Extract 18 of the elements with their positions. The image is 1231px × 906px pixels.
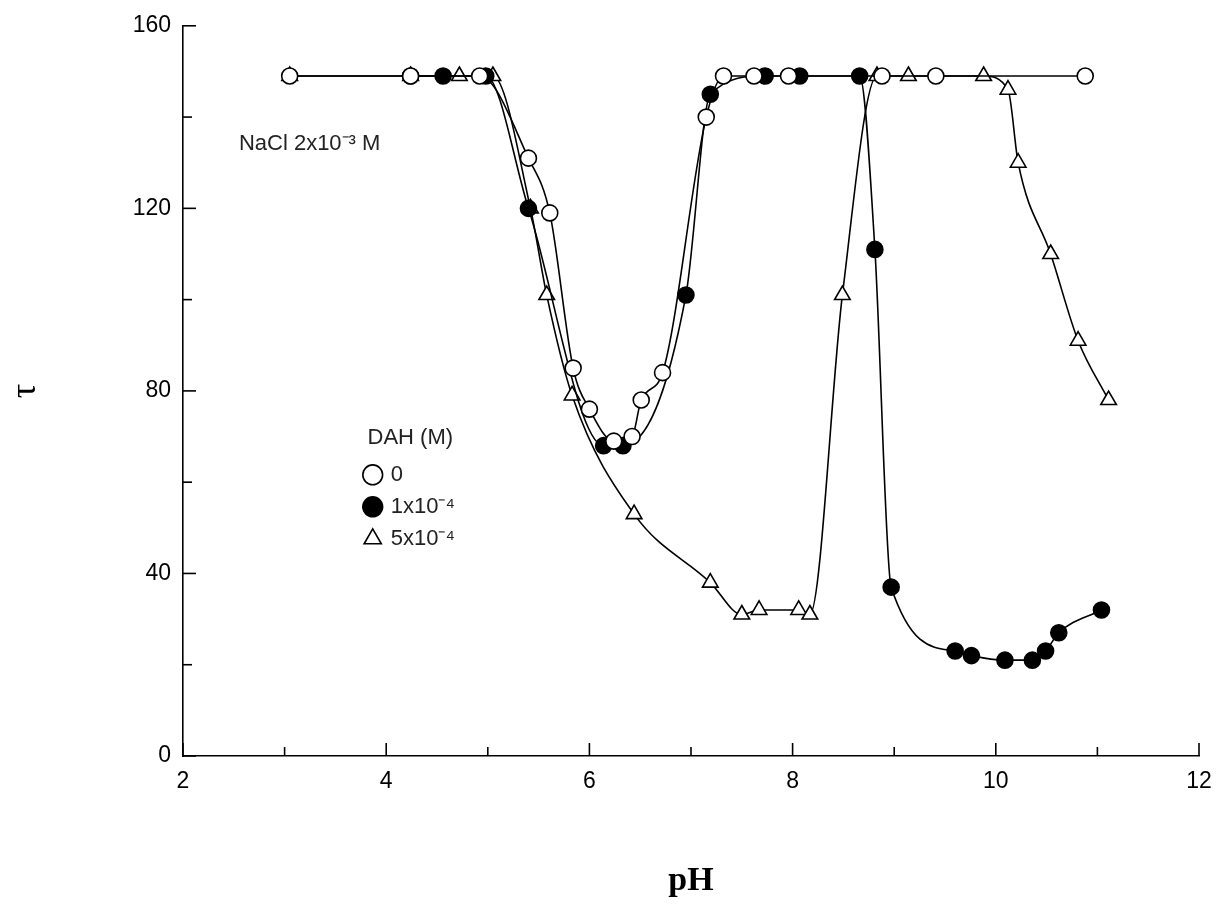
x-tick-label: 8 xyxy=(786,767,799,794)
x-tick-label: 4 xyxy=(379,767,393,794)
y-tick-label: 40 xyxy=(145,558,171,585)
x-tick-label: 2 xyxy=(176,767,190,794)
legend-label: 1x10⁻⁴ xyxy=(390,492,455,518)
legend-title: DAH (M) xyxy=(367,424,454,450)
x-tick-label: 10 xyxy=(983,767,1009,794)
x-axis-title: pH xyxy=(668,860,714,898)
x-tick-label: 12 xyxy=(1186,767,1212,794)
y-axis-title: τ xyxy=(3,383,44,399)
y-tick-label: 80 xyxy=(145,376,171,403)
y-tick-label: 120 xyxy=(132,193,171,220)
annotation: NaCl 2x10⁻³ M xyxy=(238,129,381,155)
y-tick-label: 160 xyxy=(132,11,171,38)
legend-label: 5x10⁻⁴ xyxy=(390,524,455,550)
y-tick-label: 0 xyxy=(158,741,171,768)
legend-label: 0 xyxy=(390,460,403,486)
x-tick-label: 6 xyxy=(583,767,596,794)
